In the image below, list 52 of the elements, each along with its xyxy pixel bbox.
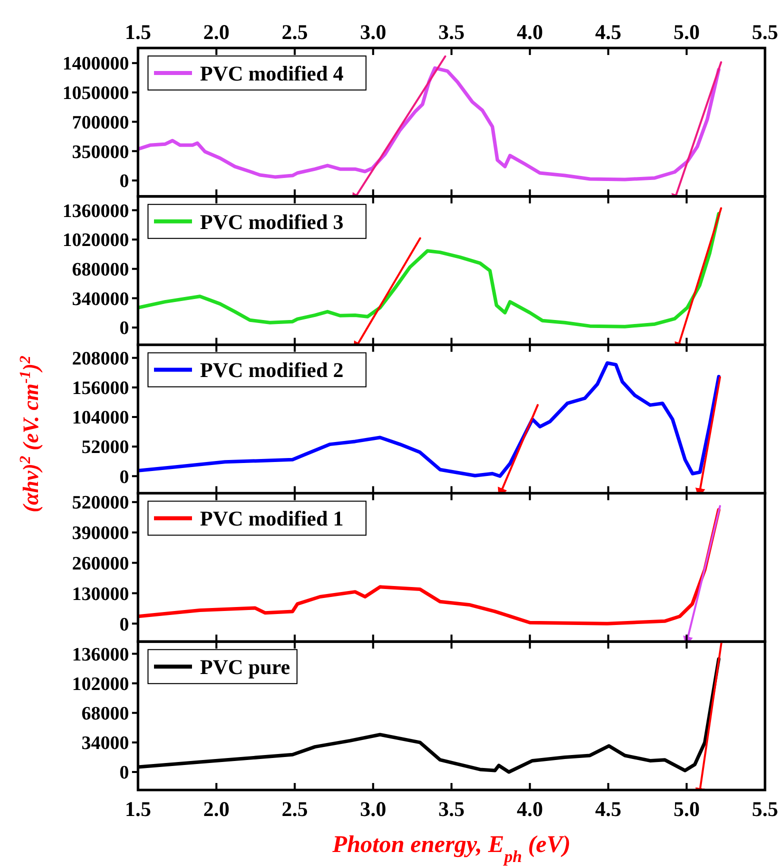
x-tick-label: 2.0 [203, 797, 230, 821]
y-tick-label: 156000 [72, 378, 129, 400]
x-tick-label: 1.5 [124, 797, 152, 821]
y-tick-label: 208000 [72, 348, 129, 370]
y-tick-label: 390000 [72, 523, 129, 544]
y-tick-label: 0 [120, 466, 129, 488]
y-tick-label: 68000 [82, 704, 129, 725]
x2-tick-label: 5.0 [674, 20, 700, 44]
y-tick-label: 0 [120, 171, 129, 192]
x2-tick-label: 3.0 [360, 20, 386, 44]
y-tick-label: 102000 [72, 674, 129, 695]
legend-label: PVC modified 3 [200, 210, 344, 234]
y-tick-label: 680000 [72, 260, 129, 281]
legend-label: PVC modified 4 [200, 61, 344, 86]
y-tick-label: 34000 [82, 733, 129, 754]
y-tick-label: 1400000 [62, 54, 129, 75]
y-tick-label: 130000 [72, 584, 129, 605]
y-tick-label: 0 [120, 762, 129, 784]
x-tick-label: 5.5 [752, 797, 778, 821]
y-tick-label: 700000 [72, 112, 129, 134]
y-tick-label: 136000 [72, 644, 129, 666]
x2-tick-label: 4.0 [516, 20, 543, 44]
x2-tick-label: 4.5 [595, 20, 622, 44]
x-tick-label: 4.0 [516, 797, 543, 821]
y-tick-label: 260000 [72, 553, 129, 574]
legend-label: PVC modified 1 [200, 506, 344, 531]
line-series [138, 212, 721, 328]
x-axis-title: Photon energy, E$_{ph}$ (eV) [331, 832, 571, 866]
legend-label: PVC modified 2 [200, 358, 344, 382]
line-series [138, 66, 721, 182]
x2-tick-label: 2.0 [203, 20, 230, 44]
x-tick-label: 5.0 [674, 797, 700, 821]
x2-tick-label: 1.5 [124, 20, 152, 44]
y-tick-label: 340000 [72, 288, 129, 310]
y-tick-label: 1360000 [62, 200, 129, 222]
x2-tick-label: 2.5 [282, 20, 308, 44]
x-tick-label: 3.5 [438, 797, 465, 821]
line-series [138, 361, 721, 478]
y-tick-label: 52000 [82, 437, 129, 458]
legend-label: PVC pure [200, 654, 290, 679]
x-tick-label: 4.5 [595, 797, 622, 821]
y-tick-label: 520000 [72, 492, 129, 514]
x-tick-label: 3.0 [360, 797, 386, 821]
x2-tick-label: 3.5 [438, 20, 465, 44]
y-tick-label: 104000 [72, 408, 129, 429]
x-tick-label: 2.5 [282, 797, 308, 821]
x2-tick-label: 5.5 [752, 20, 778, 44]
y-tick-label: 350000 [72, 142, 129, 163]
y-tick-label: 1050000 [62, 83, 129, 104]
y-tick-label: 1020000 [62, 230, 129, 252]
y-tick-label: 0 [120, 614, 129, 636]
y-tick-label: 0 [120, 318, 129, 340]
